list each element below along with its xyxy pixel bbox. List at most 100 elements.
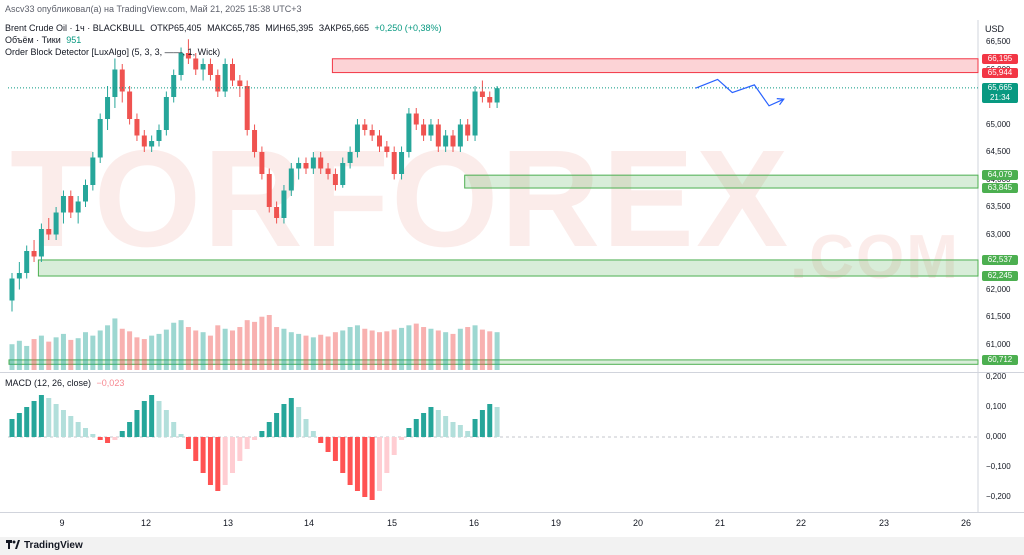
- macd-histogram-bar: [428, 407, 434, 437]
- candle-body: [369, 130, 375, 136]
- macd-histogram-bar: [281, 404, 287, 437]
- candle-body: [281, 190, 287, 218]
- candle-body: [428, 124, 434, 136]
- volume-bar: [127, 331, 133, 370]
- volume-bar: [465, 327, 471, 370]
- candle-body: [38, 229, 44, 257]
- symbol-name[interactable]: Brent Crude Oil · 1ч · BLACKBULL: [5, 23, 145, 33]
- volume-bar: [487, 331, 493, 370]
- macd-histogram-bar: [237, 437, 243, 461]
- time-tick-label: 23: [878, 518, 890, 528]
- volume-bar: [68, 339, 74, 370]
- candle-body: [413, 113, 419, 125]
- macd-histogram-bar: [193, 437, 199, 461]
- volume-bar: [347, 327, 353, 370]
- price-tick-label: 65,000: [986, 119, 1011, 129]
- volume-bar: [354, 325, 360, 370]
- macd-histogram-bar: [443, 416, 449, 437]
- time-tick-label: 21: [714, 518, 726, 528]
- time-tick-label: 15: [386, 518, 398, 528]
- candle-body: [163, 97, 169, 130]
- candle-body: [377, 135, 382, 147]
- candle-body: [435, 124, 441, 147]
- candle-body: [391, 152, 397, 174]
- volume-bar: [185, 327, 191, 370]
- volume-bar: [9, 344, 15, 370]
- ohlc-close: ЗАКР65,665: [318, 23, 369, 33]
- candle-body: [134, 119, 140, 136]
- macd-histogram-bar: [391, 437, 397, 455]
- candle-body: [399, 152, 405, 174]
- macd-histogram-bar: [487, 404, 493, 437]
- candle-body: [222, 64, 228, 92]
- macd-histogram-bar: [288, 398, 294, 437]
- macd-histogram-bar: [83, 428, 88, 437]
- volume-label[interactable]: Объём · Тики: [5, 35, 61, 45]
- macd-tick-label: 0,200: [986, 372, 1007, 381]
- macd-histogram-bar: [178, 434, 184, 437]
- volume-bar: [24, 345, 30, 370]
- macd-histogram-bar: [266, 422, 272, 437]
- volume-bar: [230, 330, 235, 370]
- macd-histogram-bar: [75, 422, 81, 437]
- volume-bar: [479, 329, 485, 370]
- macd-histogram-bar: [215, 437, 221, 491]
- volume-bar: [362, 328, 368, 370]
- price-tag: 66,195: [982, 53, 1018, 64]
- volume-bar: [384, 331, 390, 370]
- indicator-legend[interactable]: Order Block Detector [LuxAlgo] (5, 3, 3,…: [5, 47, 221, 57]
- price-tick-label: 62,000: [986, 284, 1011, 294]
- volume-bar: [369, 330, 375, 370]
- volume-bar: [149, 335, 155, 370]
- forecast-path: [695, 78, 784, 107]
- volume-bar: [141, 339, 147, 370]
- symbol-legend: Brent Crude Oil · 1ч · BLACKBULL ОТКР65,…: [5, 23, 445, 33]
- macd-value: −0,023: [96, 378, 125, 388]
- candle-body: [472, 91, 478, 136]
- candle-body: [68, 196, 74, 213]
- volume-bar: [200, 332, 206, 370]
- macd-histogram-bar: [207, 437, 213, 485]
- macd-histogram-bar: [163, 410, 169, 437]
- time-tick-label: 12: [140, 518, 152, 528]
- macd-histogram-bar: [369, 437, 375, 500]
- macd-histogram-bar: [413, 419, 419, 437]
- volume-value: 951: [66, 35, 82, 45]
- macd-histogram-bar: [362, 437, 368, 497]
- volume-bar: [399, 327, 405, 370]
- forecast-arrowhead: [776, 98, 785, 106]
- currency-label[interactable]: USD: [985, 24, 1005, 34]
- macd-histogram-bar: [119, 431, 125, 437]
- macd-histogram-bar: [457, 425, 463, 437]
- macd-histogram-bar: [53, 404, 59, 437]
- macd-histogram-bar: [156, 401, 162, 437]
- volume-bar: [38, 335, 44, 370]
- ohlc-low: МИН65,395: [265, 23, 314, 33]
- price-tag: 65,944: [982, 67, 1018, 78]
- price-tick-label: 66,500: [986, 37, 1011, 46]
- price-tick-label: 61,500: [986, 312, 1011, 321]
- footer-bar: [0, 537, 1024, 555]
- macd-histogram-bar: [399, 437, 405, 440]
- volume-bar: [97, 330, 103, 370]
- price-tick-label: 63,500: [986, 202, 1011, 211]
- macd-histogram-bar: [46, 398, 52, 437]
- macd-label[interactable]: MACD (12, 26, close): [5, 378, 92, 388]
- volume-bar: [215, 325, 221, 370]
- volume-bar: [207, 335, 213, 370]
- macd-histogram-bar: [377, 437, 382, 491]
- candle-body: [31, 251, 37, 257]
- volume-bar: [119, 328, 125, 370]
- price-tick-label: 61,000: [986, 339, 1011, 349]
- volume-bar: [222, 328, 228, 370]
- candle-body: [149, 141, 155, 147]
- tradingview-brand: TradingView: [6, 540, 83, 551]
- candle-body: [340, 163, 346, 185]
- macd-histogram-bar: [244, 437, 250, 449]
- ohlc-high: МАКС65,785: [207, 23, 260, 33]
- bearish-order-block: [331, 58, 979, 74]
- candle-body: [325, 168, 331, 174]
- volume-bar: [252, 321, 258, 370]
- candle-body: [75, 201, 81, 213]
